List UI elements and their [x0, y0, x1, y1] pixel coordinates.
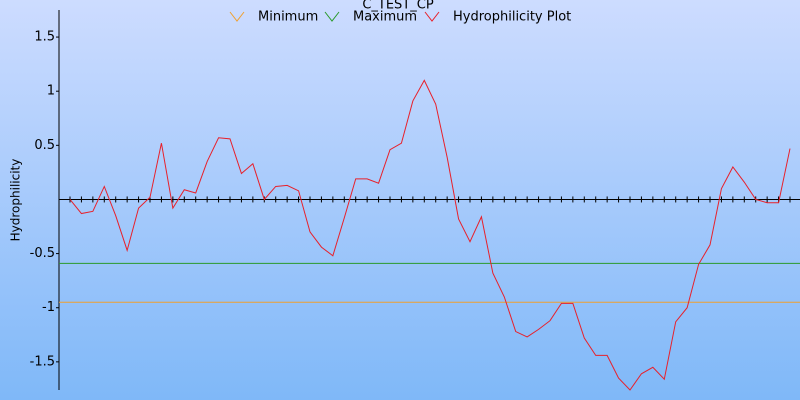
y-tick-label: -0.5 [30, 246, 55, 261]
y-tick-label: 1.5 [34, 30, 55, 45]
legend-icon [324, 11, 340, 22]
legend-icon [424, 11, 440, 22]
y-axis-label: Hydrophilicity [9, 159, 23, 242]
legend-label: Maximum [353, 10, 417, 25]
y-tick-label: 1 [47, 84, 55, 99]
y-tick-label: -1 [42, 300, 55, 315]
y-tick-label: -1.5 [30, 354, 55, 369]
legend-label: Hydrophilicity Plot [453, 10, 571, 25]
y-tick-label: 0.5 [34, 138, 55, 153]
chart-title: C_TEST_CP [362, 0, 434, 13]
line-series [69, 79, 791, 391]
legend-icon [229, 11, 245, 22]
legend-label: Minimum [258, 10, 318, 25]
